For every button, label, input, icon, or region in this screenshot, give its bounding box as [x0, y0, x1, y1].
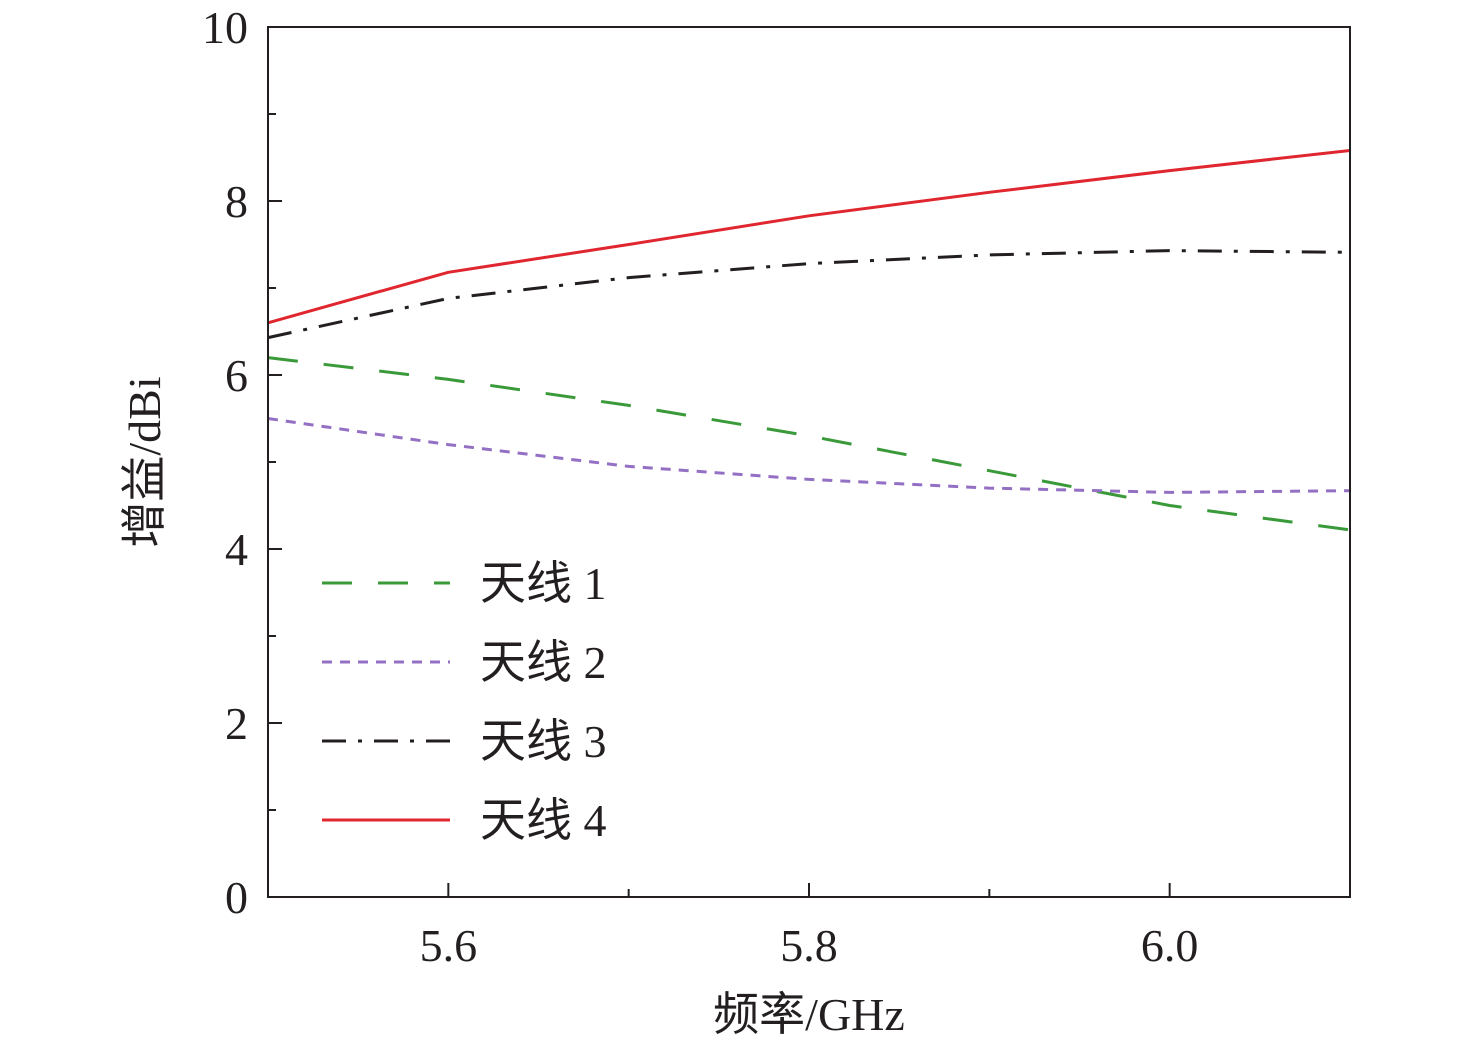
axis-tick-labels: 5.6 5.8 6.0 0 2 4 6 8 10	[202, 2, 1198, 971]
x-tick-label: 6.0	[1141, 920, 1199, 971]
y-tick-label: 8	[225, 176, 248, 227]
y-tick-label: 0	[225, 872, 248, 923]
y-tick-label: 4	[225, 524, 248, 575]
plot-lines	[267, 149, 1351, 532]
x-tick-label: 5.6	[420, 920, 478, 971]
legend-label-1: 天线 1	[480, 558, 607, 609]
y-tick-label: 10	[202, 2, 248, 53]
legend-label-4: 天线 4	[480, 795, 607, 846]
series-line-3	[267, 249, 1351, 340]
x-axis-label: 频率/GHz	[713, 989, 905, 1040]
y-axis-label: 增益/dBi	[119, 376, 170, 547]
plot-frame	[267, 26, 1351, 898]
legend: 天线 1 天线 2 天线 3 天线 4	[322, 558, 607, 846]
y-tick-label: 6	[225, 350, 248, 401]
series-line-4	[267, 149, 1351, 325]
y-tick-label: 2	[225, 698, 248, 749]
legend-label-2: 天线 2	[480, 637, 607, 688]
legend-label-3: 天线 3	[480, 716, 607, 767]
axis-ticks	[268, 26, 1171, 898]
series-line-2	[267, 417, 1351, 494]
x-tick-label: 5.8	[780, 920, 838, 971]
series-line-1	[267, 356, 1351, 532]
